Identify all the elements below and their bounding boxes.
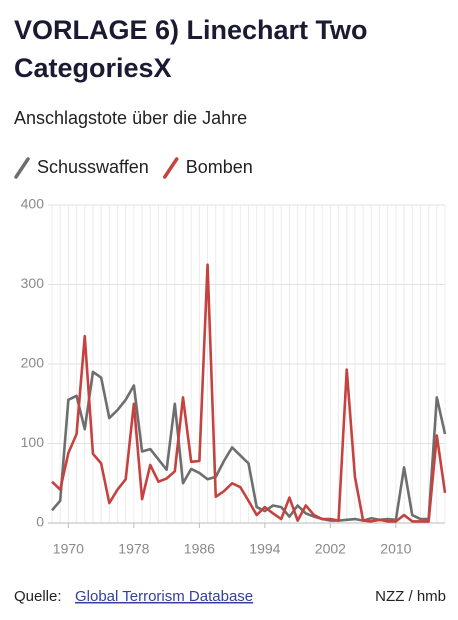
source-label: Quelle: — [14, 588, 62, 605]
credit: NZZ / hmb — [375, 588, 446, 605]
y-tick-label: 400 — [21, 196, 45, 212]
y-tick-label: 300 — [21, 275, 45, 291]
x-tick-label: 1994 — [249, 541, 280, 557]
legend-label: Schusswaffen — [37, 157, 149, 177]
x-tick-label: 2002 — [315, 541, 346, 557]
legend-swatch — [14, 157, 30, 179]
series-line — [51, 263, 447, 523]
x-tick-label: 2010 — [380, 541, 411, 557]
x-tick-label: 1970 — [53, 541, 84, 557]
subtitle: Anschlagstote über die Jahre — [14, 108, 247, 128]
x-tick-label: 1978 — [118, 541, 149, 557]
x-tick-label: 1986 — [184, 541, 215, 557]
y-tick-label: 100 — [21, 434, 45, 450]
y-tick-label: 0 — [36, 514, 44, 530]
chart-title: CategoriesX — [14, 53, 172, 83]
y-tick-label: 200 — [21, 355, 45, 371]
chart-title: VORLAGE 6) Linechart Two — [14, 15, 368, 45]
legend-swatch — [163, 157, 179, 179]
source-link[interactable]: Global Terrorism Database — [75, 588, 253, 605]
legend-label: Bomben — [186, 157, 253, 177]
